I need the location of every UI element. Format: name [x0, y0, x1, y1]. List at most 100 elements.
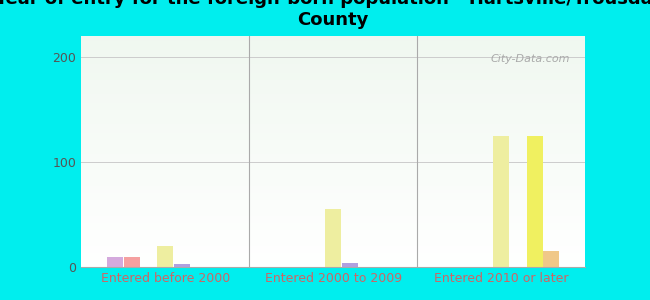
- Bar: [81, 78, 585, 80]
- Bar: [81, 242, 585, 244]
- Bar: [81, 149, 585, 152]
- Bar: [81, 82, 585, 85]
- Bar: [81, 207, 585, 209]
- Bar: [81, 223, 585, 225]
- Bar: [81, 165, 585, 168]
- Bar: [81, 244, 585, 246]
- Bar: [81, 209, 585, 211]
- Bar: [81, 52, 585, 55]
- Bar: [81, 140, 585, 142]
- Bar: [81, 172, 585, 175]
- Bar: [81, 200, 585, 202]
- Bar: [81, 228, 585, 230]
- Bar: [342, 263, 358, 267]
- Bar: [81, 47, 585, 50]
- Bar: [81, 205, 585, 207]
- Bar: [81, 128, 585, 131]
- Bar: [81, 260, 585, 262]
- Bar: [543, 251, 560, 267]
- Bar: [81, 45, 585, 47]
- Bar: [81, 239, 585, 242]
- Bar: [81, 198, 585, 200]
- Bar: [81, 235, 585, 237]
- Bar: [81, 85, 585, 87]
- Bar: [81, 133, 585, 135]
- Bar: [81, 38, 585, 40]
- Bar: [81, 66, 585, 68]
- Bar: [81, 248, 585, 251]
- Bar: [81, 156, 585, 158]
- Bar: [81, 131, 585, 133]
- Bar: [81, 265, 585, 267]
- Bar: [81, 36, 585, 38]
- Bar: [81, 216, 585, 218]
- Bar: [81, 262, 585, 265]
- Bar: [81, 184, 585, 186]
- Bar: [81, 175, 585, 177]
- Bar: [81, 122, 585, 124]
- Bar: [81, 195, 585, 198]
- Bar: [81, 163, 585, 165]
- Bar: [81, 177, 585, 179]
- Bar: [81, 158, 585, 161]
- Bar: [81, 68, 585, 70]
- Bar: [81, 188, 585, 191]
- Bar: [81, 186, 585, 188]
- Bar: [81, 50, 585, 52]
- Bar: [81, 202, 585, 205]
- Bar: [81, 124, 585, 126]
- Bar: [81, 253, 585, 255]
- Bar: [493, 136, 509, 267]
- Bar: [81, 232, 585, 235]
- Title: Year of entry for the foreign-born population - Hartsville/Trousdale
County: Year of entry for the foreign-born popul…: [0, 0, 650, 29]
- Bar: [81, 80, 585, 82]
- Bar: [124, 256, 140, 267]
- Bar: [81, 258, 585, 260]
- Bar: [81, 193, 585, 195]
- Bar: [81, 225, 585, 228]
- Bar: [81, 59, 585, 61]
- Bar: [81, 96, 585, 98]
- Bar: [81, 89, 585, 92]
- Bar: [81, 126, 585, 128]
- Bar: [81, 221, 585, 223]
- Bar: [81, 94, 585, 96]
- Bar: [81, 55, 585, 57]
- Bar: [81, 43, 585, 45]
- Bar: [81, 161, 585, 163]
- Bar: [81, 237, 585, 239]
- Bar: [81, 147, 585, 149]
- Bar: [81, 214, 585, 216]
- Bar: [81, 119, 585, 122]
- Bar: [81, 75, 585, 78]
- Bar: [81, 168, 585, 170]
- Bar: [325, 209, 341, 267]
- Bar: [81, 115, 585, 117]
- Bar: [81, 101, 585, 103]
- Bar: [81, 142, 585, 145]
- Bar: [81, 138, 585, 140]
- Bar: [107, 256, 123, 267]
- Bar: [81, 154, 585, 156]
- Bar: [81, 61, 585, 64]
- Bar: [81, 64, 585, 66]
- Bar: [81, 182, 585, 184]
- Bar: [81, 170, 585, 172]
- Bar: [81, 87, 585, 89]
- Bar: [81, 108, 585, 110]
- Bar: [81, 145, 585, 147]
- Bar: [81, 70, 585, 73]
- Bar: [81, 73, 585, 75]
- Bar: [157, 246, 173, 267]
- Bar: [81, 117, 585, 119]
- Bar: [81, 179, 585, 182]
- Bar: [81, 57, 585, 59]
- Bar: [81, 191, 585, 193]
- Bar: [81, 251, 585, 253]
- Bar: [526, 136, 543, 267]
- Bar: [81, 135, 585, 138]
- Bar: [81, 152, 585, 154]
- Bar: [81, 92, 585, 94]
- Bar: [81, 40, 585, 43]
- Bar: [81, 110, 585, 112]
